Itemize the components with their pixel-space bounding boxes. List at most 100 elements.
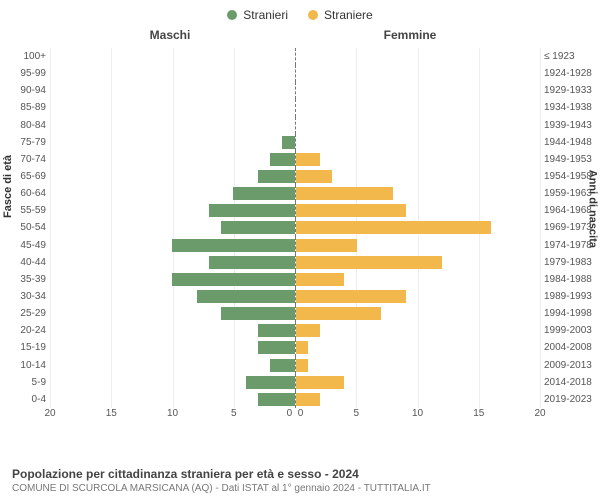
chart-row <box>50 219 540 236</box>
birth-year-label: 1949-1953 <box>544 151 600 168</box>
male-bar <box>246 376 295 389</box>
female-bar <box>296 393 320 406</box>
chart-row <box>50 117 540 134</box>
birth-year-label: 2019-2023 <box>544 391 600 408</box>
birth-year-label: 1979-1983 <box>544 254 600 271</box>
age-band-label: 65-69 <box>0 168 46 185</box>
pyramid-chart: Fasce di età Anni di nascita 100+95-9990… <box>50 48 540 428</box>
birth-year-label: 1934-1938 <box>544 99 600 116</box>
birth-year-label: 1984-1988 <box>544 271 600 288</box>
chart-row <box>50 48 540 65</box>
column-headers: Maschi Femmine <box>0 26 600 48</box>
female-bar <box>296 204 406 217</box>
legend-male-label: Stranieri <box>243 8 288 22</box>
male-bar <box>258 393 295 406</box>
birth-year-label: 1944-1948 <box>544 134 600 151</box>
birth-year-label: 1974-1978 <box>544 237 600 254</box>
caption-title: Popolazione per cittadinanza straniera p… <box>12 467 588 481</box>
age-band-label: 55-59 <box>0 202 46 219</box>
birth-year-label: 1964-1968 <box>544 202 600 219</box>
age-band-label: 20-24 <box>0 322 46 339</box>
age-band-label: 90-94 <box>0 82 46 99</box>
female-bar <box>296 307 382 320</box>
birth-year-label: ≤ 1923 <box>544 48 600 65</box>
birth-year-label: 1924-1928 <box>544 65 600 82</box>
female-bar <box>296 170 333 183</box>
male-bar <box>209 256 295 269</box>
male-bar <box>209 204 295 217</box>
chart-caption: Popolazione per cittadinanza straniera p… <box>12 467 588 494</box>
age-band-label: 100+ <box>0 48 46 65</box>
birth-year-label: 1989-1993 <box>544 288 600 305</box>
chart-row <box>50 391 540 408</box>
age-band-label: 50-54 <box>0 219 46 236</box>
legend-female-swatch <box>308 10 318 20</box>
birth-year-label: 1929-1933 <box>544 82 600 99</box>
female-bar <box>296 341 308 354</box>
age-band-label: 70-74 <box>0 151 46 168</box>
y-axis-right: ≤ 19231924-19281929-19331934-19381939-19… <box>544 48 600 408</box>
chart-row <box>50 168 540 185</box>
male-bar <box>258 341 295 354</box>
x-tick-label: 15 <box>106 408 117 428</box>
male-bar <box>270 153 294 166</box>
female-bar <box>296 187 394 200</box>
female-bar <box>296 359 308 372</box>
chart-row <box>50 357 540 374</box>
chart-row <box>50 185 540 202</box>
female-bar <box>296 256 443 269</box>
chart-row <box>50 374 540 391</box>
chart-row <box>50 322 540 339</box>
birth-year-label: 1994-1998 <box>544 305 600 322</box>
age-band-label: 25-29 <box>0 305 46 322</box>
age-band-label: 5-9 <box>0 374 46 391</box>
female-bar <box>296 273 345 286</box>
birth-year-label: 2014-2018 <box>544 374 600 391</box>
male-bar <box>221 221 294 234</box>
male-bar <box>172 239 294 252</box>
age-band-label: 40-44 <box>0 254 46 271</box>
chart-row <box>50 82 540 99</box>
birth-year-label: 1999-2003 <box>544 322 600 339</box>
male-bar <box>172 273 294 286</box>
male-bar <box>258 170 295 183</box>
x-tick-label: 5 <box>231 408 237 428</box>
female-bar <box>296 324 320 337</box>
chart-row <box>50 305 540 322</box>
header-female: Femmine <box>290 28 600 42</box>
age-band-label: 45-49 <box>0 237 46 254</box>
chart-row <box>50 99 540 116</box>
chart-row <box>50 202 540 219</box>
age-band-label: 60-64 <box>0 185 46 202</box>
chart-row <box>50 237 540 254</box>
female-bar <box>296 290 406 303</box>
chart-row <box>50 65 540 82</box>
male-bar <box>258 324 295 337</box>
caption-subtitle: COMUNE DI SCURCOLA MARSICANA (AQ) - Dati… <box>12 483 588 494</box>
y-axis-left: 100+95-9990-9485-8980-8475-7970-7465-696… <box>0 48 46 408</box>
x-tick-label: 20 <box>44 408 55 428</box>
legend-male: Stranieri <box>227 8 288 22</box>
female-bar <box>296 153 320 166</box>
legend: Stranieri Straniere <box>0 0 600 26</box>
x-tick-label: 10 <box>412 408 423 428</box>
age-band-label: 10-14 <box>0 357 46 374</box>
x-tick-label: 5 <box>353 408 359 428</box>
chart-row <box>50 271 540 288</box>
x-tick-label: 10 <box>167 408 178 428</box>
birth-year-label: 1959-1963 <box>544 185 600 202</box>
x-axis: 20151050 05101520 <box>50 408 540 428</box>
age-band-label: 95-99 <box>0 65 46 82</box>
female-bar <box>296 376 345 389</box>
age-band-label: 35-39 <box>0 271 46 288</box>
header-male: Maschi <box>0 28 290 42</box>
male-bar <box>221 307 294 320</box>
chart-row <box>50 134 540 151</box>
x-tick-label: 0 <box>287 408 293 428</box>
chart-row <box>50 151 540 168</box>
legend-female-label: Straniere <box>324 8 373 22</box>
chart-row <box>50 254 540 271</box>
age-band-label: 15-19 <box>0 339 46 356</box>
age-band-label: 85-89 <box>0 99 46 116</box>
x-tick-label: 20 <box>534 408 545 428</box>
